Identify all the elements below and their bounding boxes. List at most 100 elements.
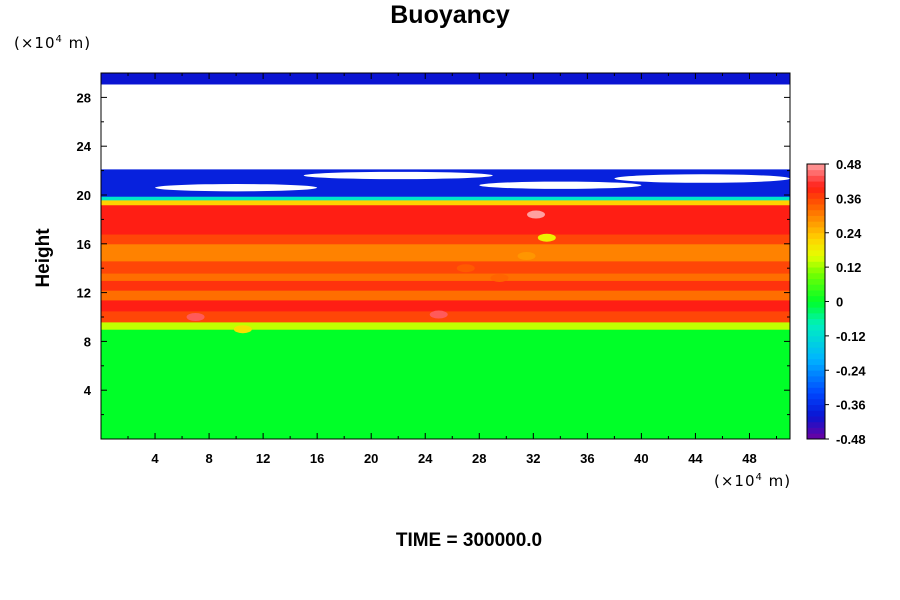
colorbar-swatch-34 (807, 238, 825, 245)
buoyancy-layer-6 (101, 273, 790, 281)
colorbar-swatch-44 (807, 181, 825, 188)
buoyancy-layer-9 (101, 234, 790, 245)
colorbar-tick-label-5: -0.12 (836, 329, 866, 344)
colorbar-swatch-13 (807, 358, 825, 365)
buoyancy-layer-8 (101, 243, 790, 262)
colorbar-swatch-2 (807, 421, 825, 428)
buoyancy-layer-10 (101, 204, 790, 235)
colorbar-swatch-32 (807, 249, 825, 257)
x-tick-label-16: 16 (310, 451, 324, 466)
clear-air-gap-0 (155, 184, 318, 192)
colorbar-swatch-42 (807, 192, 825, 199)
x-tick-label-20: 20 (364, 451, 378, 466)
y-axis-unit: (×104 m) (14, 34, 91, 52)
y-unit-prefix: (×10 (14, 34, 56, 52)
colorbar-swatch-36 (807, 227, 825, 234)
colorbar-swatch-8 (807, 387, 825, 394)
buoyancy-layer-5 (101, 280, 790, 291)
time-label: TIME = 300000.0 (395, 530, 543, 551)
clear-air-gap-2 (479, 181, 642, 189)
x-unit-prefix: (×10 (714, 472, 756, 490)
colorbar-swatch-41 (807, 198, 825, 205)
colorbar-swatch-3 (807, 416, 825, 423)
buoyancy-feature-4 (456, 264, 475, 273)
colorbar-swatch-26 (807, 284, 825, 291)
x-tick-label-12: 12 (256, 451, 270, 466)
buoyancy-layer-3 (101, 299, 790, 312)
buoyancy-feature-0 (233, 325, 252, 334)
colorbar-tick-label-4: 0 (836, 295, 843, 310)
colorbar-swatch-4 (807, 410, 825, 417)
colorbar-swatch-9 (807, 381, 825, 388)
y-tick-label-8: 8 (84, 334, 91, 349)
colorbar-swatch-0 (807, 433, 825, 440)
colorbar-swatch-47 (807, 164, 825, 171)
colorbar-swatch-21 (807, 312, 825, 320)
colorbar-tick-label-7: -0.36 (836, 398, 866, 413)
y-tick-label-4: 4 (84, 383, 92, 398)
x-tick-label-8: 8 (205, 451, 212, 466)
colorbar-swatch-15 (807, 347, 825, 354)
chart-title: Buoyancy (390, 1, 510, 29)
x-unit-exponent: 4 (755, 472, 763, 483)
y-tick-label-16: 16 (77, 237, 91, 252)
colorbar-swatch-16 (807, 341, 825, 348)
colorbar-tick-label-1: 0.36 (836, 191, 861, 206)
colorbar-swatch-27 (807, 278, 825, 285)
buoyancy-layer-15 (101, 73, 790, 85)
x-axis-unit: (×104 m) (714, 472, 791, 490)
x-tick-label-28: 28 (472, 451, 486, 466)
colorbar-swatch-5 (807, 404, 825, 411)
x-tick-label-4: 4 (151, 451, 159, 466)
buoyancy-layer-1 (101, 321, 790, 330)
colorbar-tick-label-8: -0.48 (836, 432, 866, 447)
colorbar-swatch-20 (807, 318, 825, 325)
buoyancy-feature-7 (186, 313, 205, 321)
colorbar-swatch-12 (807, 364, 825, 371)
buoyancy-feature-6 (429, 310, 448, 319)
colorbar-swatch-14 (807, 353, 825, 360)
colorbar-swatch-46 (807, 169, 825, 176)
buoyancy-feature-1 (527, 210, 546, 219)
colorbar-tick-label-3: 0.12 (836, 260, 861, 275)
colorbar-swatch-7 (807, 393, 825, 400)
colorbar-swatch-22 (807, 307, 825, 314)
buoyancy-layer-7 (101, 260, 790, 274)
y-tick-label-24: 24 (77, 139, 92, 154)
colorbar-swatch-37 (807, 221, 825, 228)
colorbar-swatch-1 (807, 427, 825, 434)
buoyancy-feature-5 (490, 273, 509, 282)
colorbar-swatch-43 (807, 186, 825, 194)
x-tick-label-48: 48 (742, 451, 756, 466)
colorbar-swatch-40 (807, 204, 825, 211)
colorbar-swatch-23 (807, 301, 825, 308)
y-tick-label-28: 28 (77, 90, 91, 105)
colorbar-tick-label-0: 0.48 (836, 157, 861, 172)
x-tick-label-36: 36 (580, 451, 594, 466)
colorbar-swatch-30 (807, 261, 825, 268)
y-unit-exponent: 4 (55, 34, 63, 45)
y-axis-label: Height (33, 228, 54, 288)
x-tick-label-24: 24 (418, 451, 433, 466)
heatmap-plot (100, 72, 791, 440)
x-tick-label-40: 40 (634, 451, 648, 466)
clear-air-gap-3 (614, 174, 790, 183)
colorbar-swatch-24 (807, 295, 825, 302)
x-tick-label-44: 44 (688, 451, 703, 466)
colorbar-swatch-33 (807, 244, 825, 251)
colorbar-swatch-39 (807, 209, 825, 216)
colorbar-swatch-25 (807, 290, 825, 297)
y-tick-label-20: 20 (77, 188, 91, 203)
buoyancy-layer-0 (101, 329, 790, 440)
buoyancy-feature-3 (517, 252, 536, 260)
x-tick-label-32: 32 (526, 451, 540, 466)
colorbar-swatch-31 (807, 255, 825, 262)
y-tick-label-12: 12 (77, 286, 91, 301)
colorbar-swatch-11 (807, 370, 825, 377)
colorbar-swatch-10 (807, 375, 825, 383)
buoyancy-layer-11 (101, 199, 790, 206)
colorbar-swatch-18 (807, 330, 825, 337)
buoyancy-feature-2 (537, 233, 556, 242)
